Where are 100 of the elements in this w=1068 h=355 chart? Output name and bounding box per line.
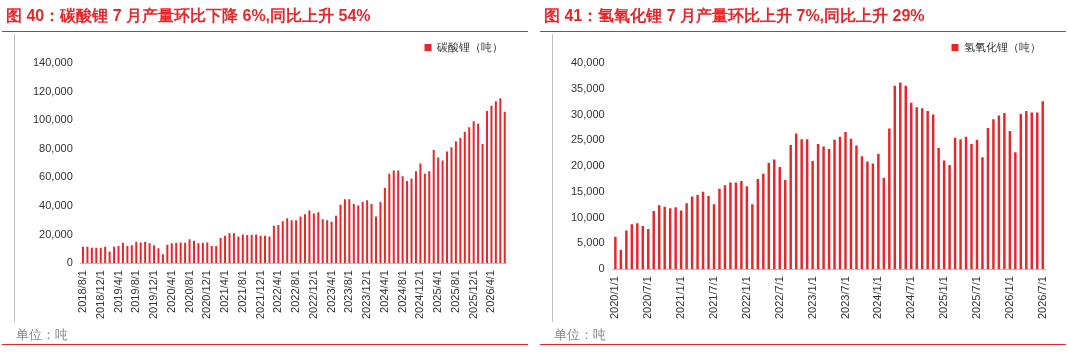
bar: [352, 203, 355, 264]
text: 单位：吨: [540, 322, 1066, 345]
bar: [99, 247, 102, 264]
bar: [740, 181, 743, 270]
bar: [437, 157, 440, 264]
x-tick-label: 2023/8/1: [342, 270, 355, 313]
x-tick-label: 2019/12/1: [147, 270, 160, 319]
bar: [477, 123, 480, 264]
x-tick-label: 2018/8/1: [76, 270, 89, 313]
x-tick-label: 2024/4/1: [377, 270, 390, 313]
bar: [636, 223, 639, 270]
bar: [773, 159, 776, 270]
bar: [348, 199, 351, 264]
bar: [206, 242, 209, 264]
x-tick-label: 2023/4/1: [324, 270, 337, 313]
bar: [303, 214, 306, 264]
bar: [822, 146, 825, 270]
x-tick-label: 2019/8/1: [129, 270, 142, 313]
x-tick-label: 2023/12/1: [360, 270, 373, 319]
bar: [789, 144, 792, 270]
bar: [215, 245, 218, 264]
x-tick-label: 2024/8/1: [395, 270, 408, 313]
bar: [888, 128, 891, 270]
bar: [468, 127, 471, 264]
bar: [188, 239, 191, 264]
bar: [503, 111, 506, 264]
bar: [281, 221, 284, 264]
y-tick-label: 80,000: [39, 141, 73, 154]
bar: [210, 245, 213, 264]
x-tick-label: 2024/12/1: [413, 270, 426, 319]
bar: [321, 219, 324, 264]
bar: [392, 170, 395, 264]
bar: [406, 180, 409, 264]
bar: [1003, 113, 1006, 270]
bar: [397, 170, 400, 264]
bar: [90, 247, 93, 264]
text: 单位：吨: [2, 322, 528, 345]
x-tick-label: 2021/7/1: [707, 276, 720, 320]
bar: [499, 98, 502, 264]
x-tick-label: 2018/12/1: [93, 270, 106, 319]
bar: [139, 242, 142, 264]
bar: [625, 230, 628, 270]
bar: [108, 251, 111, 264]
bar: [375, 216, 377, 264]
bar: [272, 225, 275, 264]
bar: [224, 235, 227, 264]
bar: [264, 235, 267, 264]
bar: [1025, 110, 1028, 270]
y-tick-label: 20,000: [39, 227, 73, 240]
bar: [481, 144, 484, 264]
x-tick-label: 2021/12/1: [253, 270, 266, 319]
legend-label: 氢氧化锂（吨）: [964, 40, 1041, 53]
bar: [104, 246, 107, 264]
bar: [121, 242, 124, 264]
bar: [317, 212, 320, 264]
bar: [485, 111, 488, 264]
x-tick-label: 2026/4/1: [484, 270, 497, 313]
y-tick-label: 40,000: [39, 198, 73, 211]
bar: [800, 139, 803, 270]
bar: [959, 139, 962, 270]
bar: [472, 121, 475, 264]
bar: [95, 247, 98, 264]
x-tick-label: 2025/4/1: [431, 270, 444, 313]
bar: [228, 233, 231, 264]
bar: [330, 221, 333, 264]
bar: [992, 119, 995, 270]
bar: [926, 110, 929, 270]
x-tick-label: 2020/1/1: [608, 276, 621, 320]
y-tick-label: 0: [66, 256, 73, 269]
x-tick-label: 2021/4/1: [218, 270, 231, 313]
bar: [335, 215, 338, 264]
y-tick-label: 140,000: [33, 56, 73, 69]
bar: [833, 139, 836, 270]
x-tick-label: 2026/7/1: [1035, 276, 1048, 320]
bar: [937, 148, 940, 270]
x-tick-label: 2022/12/1: [306, 270, 319, 319]
bar: [241, 234, 244, 264]
bar: [899, 82, 902, 270]
bar: [201, 242, 204, 264]
x-tick-label: 2023/7/1: [838, 276, 851, 320]
bar: [357, 205, 360, 264]
x-tick-label: 2019/4/1: [111, 270, 124, 313]
bar: [707, 195, 710, 270]
x-tick-label: 2025/1/1: [937, 276, 950, 320]
x-tick-label: 2025/12/1: [466, 270, 479, 319]
x-tick-label: 2020/7/1: [641, 276, 654, 320]
bar: [454, 141, 457, 264]
bar: [126, 245, 129, 264]
legend-label: 碳酸锂（吨）: [436, 40, 503, 53]
y-tick-label: 120,000: [33, 84, 73, 97]
bar: [246, 234, 249, 264]
bar: [441, 160, 444, 264]
bar: [663, 206, 666, 270]
bar: [312, 213, 315, 264]
bar: [450, 147, 453, 264]
bar: [86, 246, 89, 264]
bar: [685, 203, 688, 270]
bar: [197, 243, 200, 264]
y-tick-label: 5,000: [577, 236, 605, 249]
bar: [614, 236, 617, 270]
